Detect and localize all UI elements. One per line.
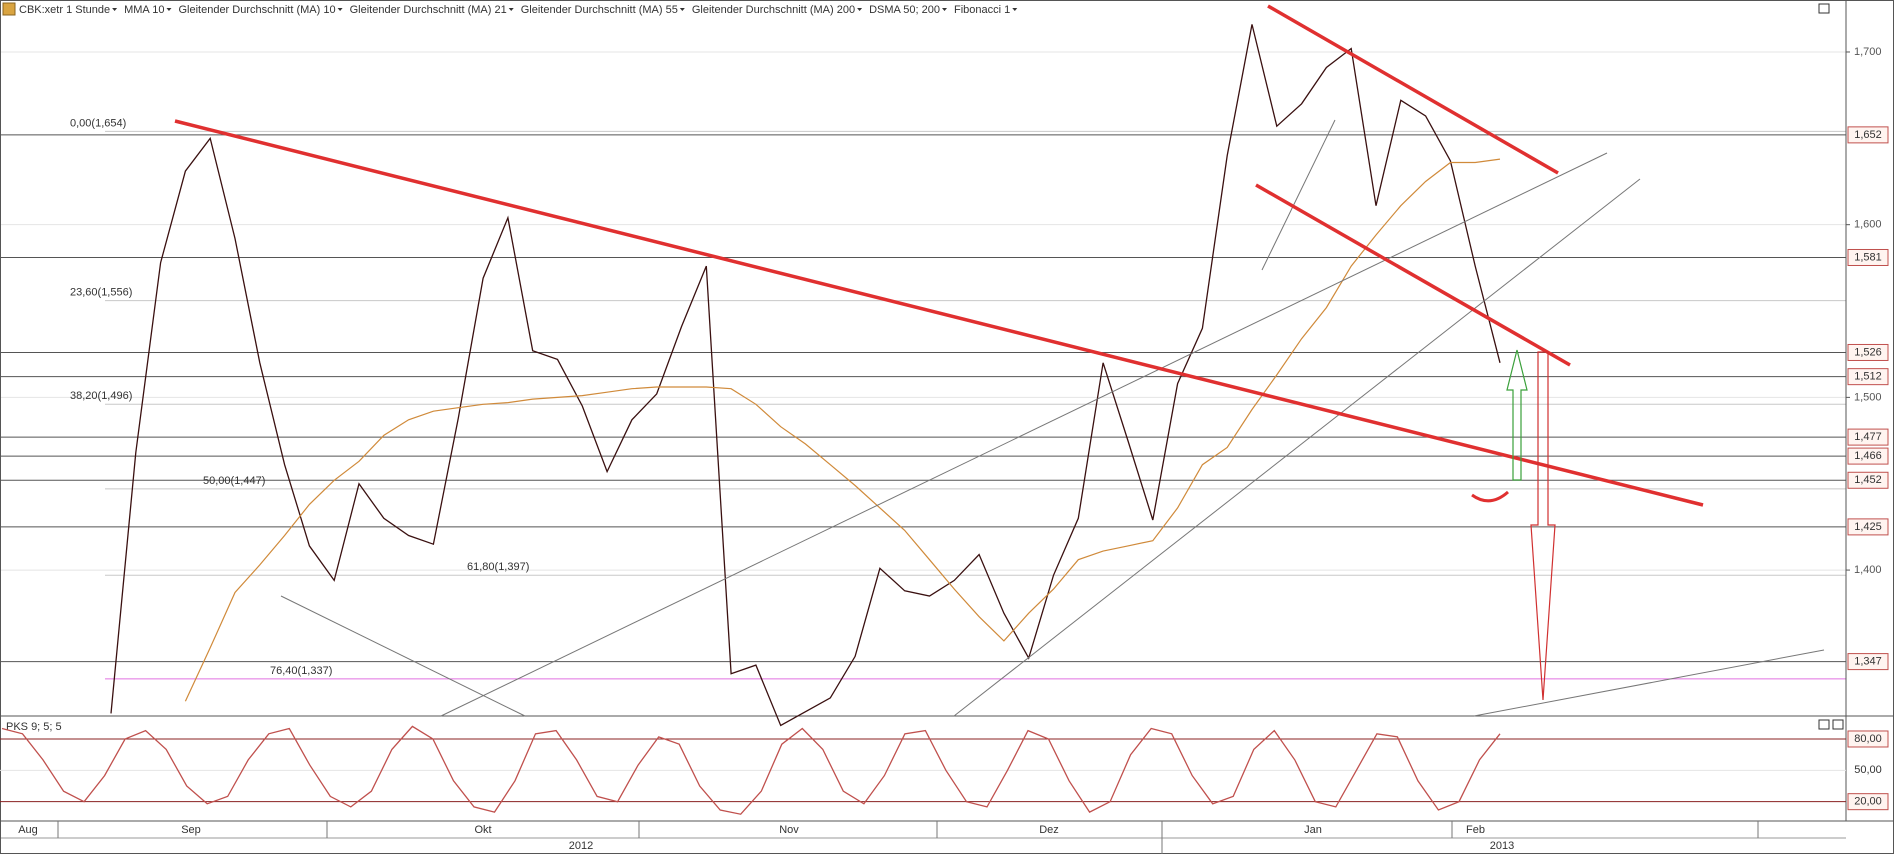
dropdown-arrow xyxy=(508,8,514,11)
level-label: 1,581 xyxy=(1854,251,1882,263)
toolbar-item[interactable]: Gleitender Durchschnitt (MA) 200 xyxy=(692,4,855,16)
x-tick-label: Nov xyxy=(779,824,799,836)
toolbar-item[interactable]: DSMA 50; 200 xyxy=(869,4,940,16)
maximize-button[interactable] xyxy=(1818,719,1830,730)
year-label: 2013 xyxy=(1490,840,1514,852)
y-tick-label: 20,00 xyxy=(1854,796,1882,808)
trendline xyxy=(280,595,526,717)
trendline xyxy=(1473,649,1825,717)
x-tick-label: Sep xyxy=(181,824,201,836)
toolbar-item[interactable]: Fibonacci 1 xyxy=(954,4,1010,16)
fibonacci-label: 50,00(1,447) xyxy=(203,475,265,487)
x-tick-label: Jan xyxy=(1304,824,1322,836)
level-box xyxy=(1847,248,1889,266)
level-box xyxy=(1847,471,1889,489)
bottom-marker xyxy=(1471,490,1509,503)
fibonacci-label: 23,60(1,556) xyxy=(70,287,132,299)
dropdown-arrow xyxy=(679,8,685,11)
fibonacci-label: 38,20(1,496) xyxy=(70,390,132,402)
level-box xyxy=(1847,343,1889,361)
trendline xyxy=(440,152,1608,717)
level-label: 1,425 xyxy=(1854,521,1882,533)
level-label: 1,526 xyxy=(1854,346,1882,358)
fibonacci-label: 61,80(1,397) xyxy=(467,561,529,573)
toolbar-item[interactable]: Gleitender Durchschnitt (MA) 21 xyxy=(350,4,507,16)
y-tick-label: 1,400 xyxy=(1854,564,1882,576)
dropdown-arrow xyxy=(857,8,863,11)
y-tick-label: 80,00 xyxy=(1854,733,1882,745)
trendline-red xyxy=(1255,183,1571,367)
oscillator-title[interactable]: PKS 9; 5; 5 xyxy=(6,721,62,733)
fibonacci-label: 76,40(1,337) xyxy=(270,665,332,677)
level-box xyxy=(1847,126,1889,144)
dropdown-arrow xyxy=(1012,8,1018,11)
level-box xyxy=(1847,368,1889,386)
fibonacci-label: 0,00(1,654) xyxy=(70,117,126,129)
series-line xyxy=(184,158,1501,702)
level-box xyxy=(1847,447,1889,465)
trendline-red xyxy=(1267,4,1559,175)
symbol-icon xyxy=(2,2,16,16)
level-label: 1,466 xyxy=(1854,450,1882,462)
maximize-button[interactable] xyxy=(1818,3,1830,14)
level-label: 1,347 xyxy=(1854,656,1882,668)
series-line xyxy=(110,24,1501,727)
dropdown-arrow xyxy=(337,8,343,11)
x-tick-label: Aug xyxy=(18,824,38,836)
trendline xyxy=(1261,119,1336,271)
trendline xyxy=(953,178,1641,717)
trendline-red xyxy=(174,119,1704,507)
up-arrow xyxy=(1506,349,1528,481)
dropdown-arrow xyxy=(112,8,118,11)
drawings xyxy=(174,4,1825,717)
down-arrow xyxy=(1530,351,1556,701)
toolbar-item[interactable]: Gleitender Durchschnitt (MA) 55 xyxy=(521,4,678,16)
level-box xyxy=(1847,518,1889,536)
series-line xyxy=(1,725,1501,815)
dropdown-arrow xyxy=(942,8,948,11)
close-button[interactable] xyxy=(1832,719,1844,730)
dropdown-arrow xyxy=(166,8,172,11)
level-label: 1,652 xyxy=(1854,129,1882,141)
level-label: 1,512 xyxy=(1854,371,1882,383)
level-box xyxy=(1847,653,1889,671)
level-label: 1,452 xyxy=(1854,474,1882,486)
level-label: 1,477 xyxy=(1854,431,1882,443)
x-tick-label: Feb xyxy=(1466,824,1485,836)
y-tick-label: 1,700 xyxy=(1854,46,1882,58)
y-tick-label: 50,00 xyxy=(1854,764,1882,776)
toolbar-item[interactable]: Gleitender Durchschnitt (MA) 10 xyxy=(178,4,335,16)
y-tick-label: 1,500 xyxy=(1854,391,1882,403)
level-box xyxy=(1847,730,1889,748)
x-tick-label: Okt xyxy=(474,824,491,836)
x-tick-label: Dez xyxy=(1039,824,1059,836)
level-box xyxy=(1847,428,1889,446)
level-box xyxy=(1847,793,1889,811)
toolbar-item[interactable]: CBK:xetr 1 Stunde xyxy=(19,4,110,16)
toolbar-item[interactable]: MMA 10 xyxy=(124,4,164,16)
year-label: 2012 xyxy=(569,840,593,852)
y-tick-label: 1,600 xyxy=(1854,219,1882,231)
